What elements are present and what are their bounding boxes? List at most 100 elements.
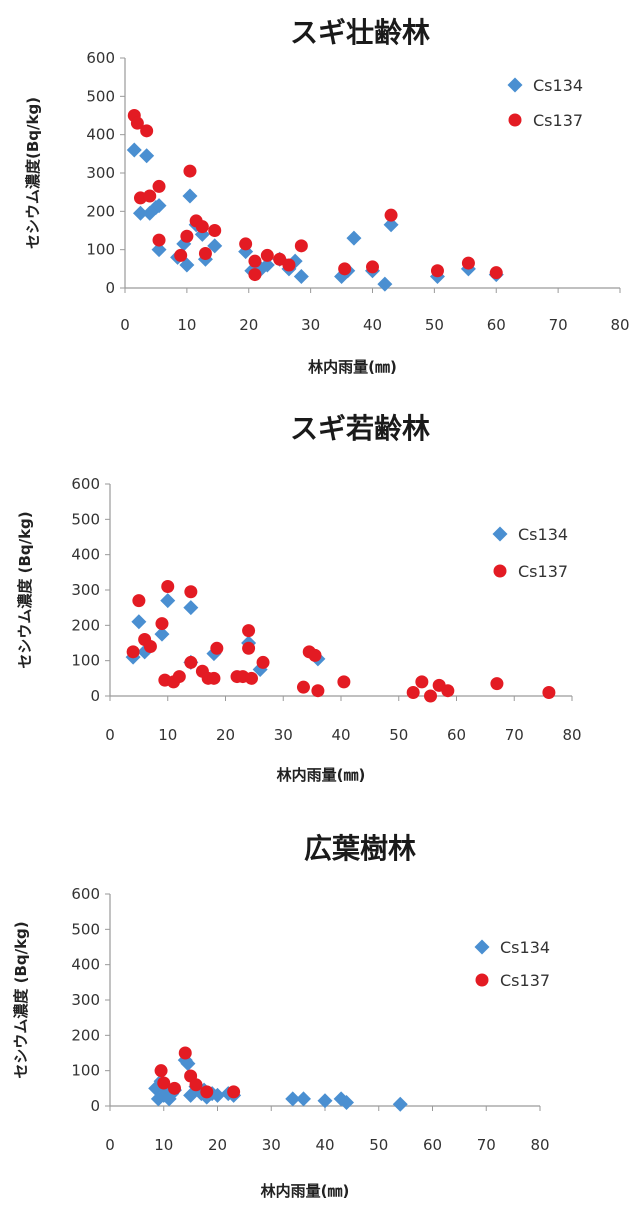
data-point-cs134	[183, 600, 199, 616]
data-point-cs134	[333, 1091, 349, 1107]
data-point-cs134	[210, 1087, 225, 1103]
x-tick-label: 20	[208, 1136, 227, 1154]
data-point-cs137	[154, 1064, 168, 1078]
data-point-cs137	[242, 641, 256, 655]
x-tick-label: 30	[301, 316, 320, 334]
x-tick-label: 60	[487, 316, 506, 334]
data-point-cs137	[384, 208, 398, 222]
data-point-cs137	[172, 670, 186, 684]
chart-svg-1: スギ壮齢林 0 100 200 300 400 500 600 0 10 20 30 40 50 60 70 8…	[24, 16, 630, 376]
data-point-cs137	[207, 671, 221, 685]
data-point-cs137	[198, 247, 212, 260]
y-tick-label: 200	[71, 1026, 100, 1044]
x-tick-label: 70	[505, 726, 524, 744]
x-tick-label: 0	[105, 726, 115, 744]
data-point-cs137	[244, 671, 258, 685]
data-point-cs137	[210, 641, 224, 655]
data-point-cs137	[174, 248, 188, 262]
x-tick-label: 30	[262, 1136, 281, 1154]
data-point-cs137	[311, 684, 325, 698]
data-point-cs134	[285, 1091, 301, 1107]
y-tick-label: 400	[71, 956, 100, 974]
chart-title: スギ若齢林	[290, 412, 430, 445]
y-tick-label: 400	[71, 546, 100, 564]
data-point-cs137	[366, 260, 379, 274]
x-tick-label: 70	[549, 316, 568, 334]
data-point-cs137	[143, 640, 157, 654]
x-tick-label: 80	[610, 316, 629, 334]
x-tick-label: 40	[315, 1136, 334, 1154]
data-point-cs134	[132, 205, 148, 221]
y-tick-label: 600	[71, 885, 100, 903]
data-point-cs137	[183, 164, 197, 178]
data-point-cs134	[317, 1093, 333, 1109]
data-point-cs137	[132, 594, 146, 608]
x-tick-label: 80	[530, 1136, 549, 1154]
data-point-cs134	[180, 1056, 196, 1072]
data-point-cs134	[160, 593, 176, 609]
data-point-cs134	[154, 626, 170, 642]
x-tick-label: 20	[239, 316, 258, 334]
x-tick-label: 10	[154, 1136, 173, 1154]
series-cs137	[127, 109, 503, 282]
x-tick-label: 40	[363, 316, 382, 334]
x-tick-label: 50	[389, 726, 408, 744]
x-tick-label: 70	[477, 1136, 496, 1154]
series-cs137	[126, 579, 556, 703]
data-point-cs137	[242, 624, 256, 638]
legend-marker-cs134	[492, 526, 508, 542]
data-point-cs134	[151, 242, 167, 258]
legend-marker-cs137	[508, 113, 522, 127]
data-point-cs134	[377, 276, 393, 292]
data-point-cs137	[282, 258, 296, 272]
data-point-cs134	[182, 188, 198, 204]
series-cs134	[125, 593, 326, 677]
x-tick-label: 20	[216, 726, 235, 744]
y-tick-label: 300	[71, 581, 100, 599]
data-point-cs137	[178, 1046, 192, 1060]
data-point-cs137	[441, 684, 455, 698]
data-point-cs137	[461, 256, 475, 270]
data-point-cs134	[131, 614, 147, 630]
y-tick-label: 300	[71, 991, 100, 1009]
y-tick-label: 100	[86, 241, 115, 259]
legend-label: Cs134	[533, 76, 583, 95]
chart-panel-1: スギ壮齢林 0 100 200 300 400 500 600 0 10 20 30 40 50 60 70 8…	[0, 0, 633, 395]
x-tick-label: 80	[562, 726, 581, 744]
data-point-cs137	[308, 648, 322, 662]
data-point-cs137	[256, 655, 270, 669]
data-point-cs137	[157, 1076, 171, 1090]
data-point-cs137	[239, 237, 253, 251]
data-point-cs137	[126, 645, 140, 659]
y-tick-label: 0	[90, 1097, 100, 1115]
y-axis-label: セシウム濃度 (Bq/kg)	[12, 921, 30, 1078]
x-axis-label: 林内雨量(㎜)	[308, 358, 397, 376]
data-point-cs137	[161, 579, 175, 593]
x-tick-label: 60	[423, 1136, 442, 1154]
x-tick-label: 10	[177, 316, 196, 334]
data-point-cs137	[260, 248, 274, 262]
data-point-cs137	[430, 264, 444, 278]
data-point-cs137	[152, 233, 166, 247]
x-tick-label: 40	[331, 726, 350, 744]
chart-svg-3: 広葉樹林 0 100 200 300 400 500 600 0 10 20 30 40 50 60 70 80…	[12, 832, 550, 1200]
y-tick-label: 400	[86, 126, 115, 144]
data-point-cs137	[195, 220, 209, 234]
y-tick-label: 500	[71, 510, 100, 528]
data-point-cs137	[168, 1081, 181, 1095]
data-point-cs137	[152, 179, 166, 193]
data-point-cs134	[207, 238, 223, 254]
data-point-cs134	[259, 257, 275, 273]
legend-marker-cs134	[474, 939, 490, 955]
y-tick-label: 500	[86, 87, 115, 105]
series-cs134	[148, 1052, 408, 1112]
x-tick-label: 0	[120, 316, 130, 334]
data-point-cs137	[337, 675, 351, 689]
legend-marker-cs137	[475, 973, 489, 987]
y-tick-label: 100	[71, 652, 100, 670]
data-point-cs137	[273, 252, 287, 266]
data-point-cs134	[392, 1096, 408, 1112]
y-tick-label: 0	[90, 687, 100, 705]
data-point-cs137	[489, 266, 503, 280]
chart-title: スギ壮齢林	[290, 16, 430, 49]
